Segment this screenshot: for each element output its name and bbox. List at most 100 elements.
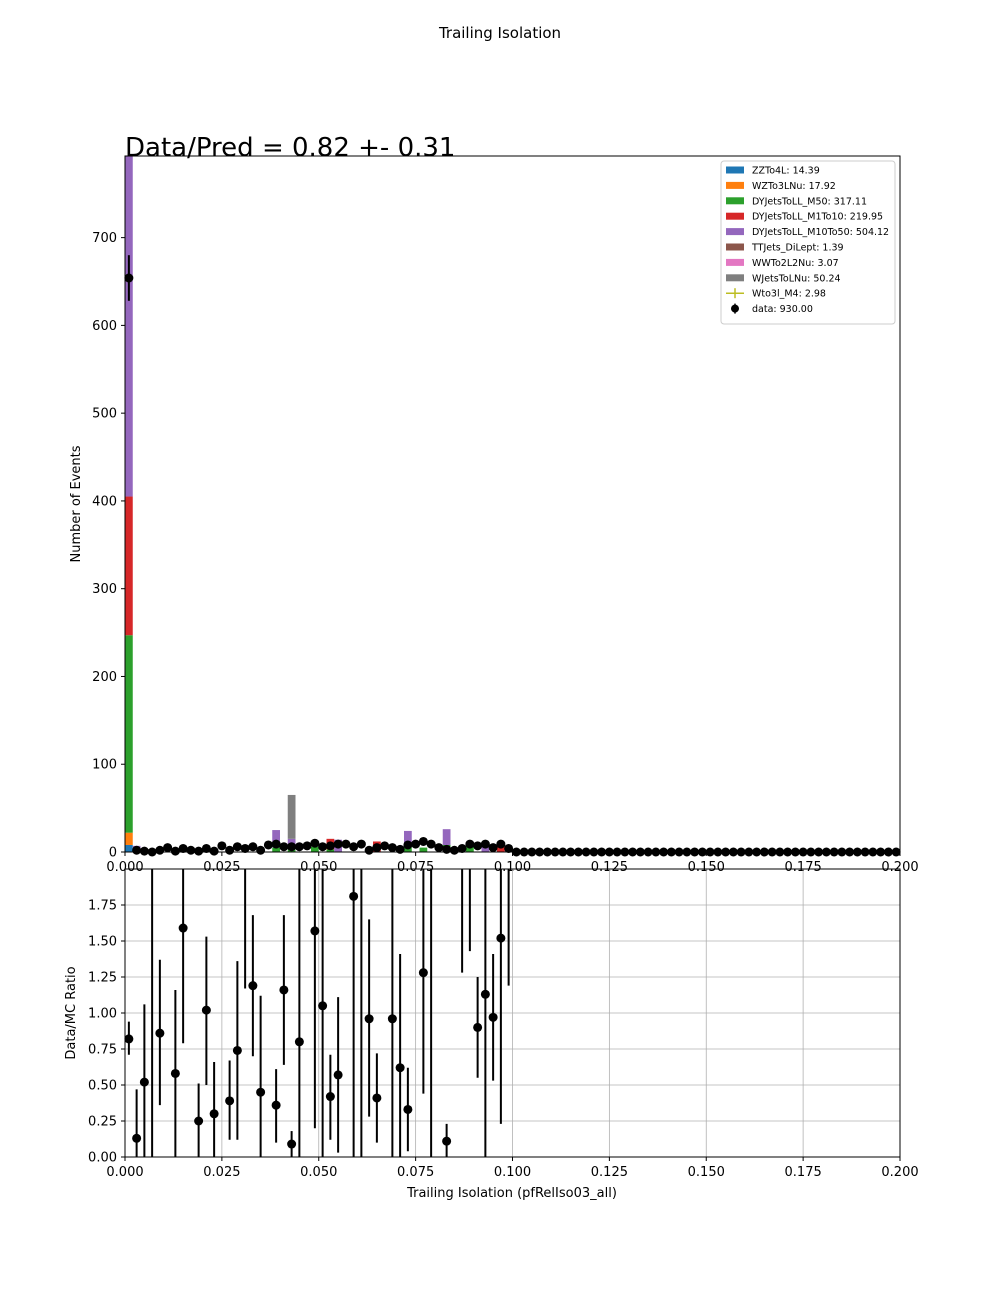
data-point (240, 843, 250, 853)
x-tick-label: 0.100 (494, 860, 531, 875)
ratio-grid (124, 869, 901, 1158)
legend-dot-marker (731, 303, 739, 314)
legend-label: DYJetsToLL_M10To50: 504.12 (752, 227, 889, 238)
x-tick-label: 0.000 (106, 1165, 143, 1180)
legend-label: ZZTo4L: 14.39 (752, 166, 820, 177)
x-tick-label: 0.025 (203, 1165, 240, 1180)
mc-bar-segment (419, 847, 428, 852)
mc-bar-segment (311, 846, 319, 852)
y-tick-label: 100 (92, 758, 117, 773)
mc-bar-segment (272, 830, 280, 848)
data-point (294, 842, 304, 852)
histogram-y-axis-label: Number of Events (69, 445, 84, 562)
ratio-point (248, 981, 258, 991)
legend-swatch (726, 212, 744, 220)
histogram-panel: 0.000 0.025 0.050 0.075 0.100 0.125 0.150 0.175… (69, 155, 919, 875)
ratio-point (225, 1096, 235, 1106)
legend-label: WWTo2L2Nu: 3.07 (752, 258, 839, 269)
data-point (201, 843, 211, 853)
mc-bar-segment (442, 829, 451, 845)
data-pred-title: Data/Pred = 0.82 +- 0.31 (125, 133, 455, 163)
data-point (349, 842, 359, 852)
ratio-point (139, 1077, 149, 1087)
data-point (364, 845, 374, 855)
data-point (310, 838, 320, 848)
data-point (434, 843, 444, 853)
ratio-y-ticks: 0.00 0.25 0.50 0.75 1.00 1.25 1.50 1.75 (88, 899, 125, 1166)
data-point (411, 839, 421, 849)
data-point (132, 845, 142, 855)
ratio-point (232, 1045, 242, 1055)
legend-swatch (726, 258, 744, 266)
data-point (217, 841, 227, 851)
mc-bar-segment (125, 156, 133, 497)
legend-swatch (726, 243, 744, 251)
ratio-point (155, 1028, 165, 1038)
histogram-y-ticks: 0 100 200 300 400 500 600 700 (92, 231, 125, 861)
mc-bar-segment (125, 844, 133, 852)
data-point (442, 844, 452, 854)
y-tick-label: 0.25 (88, 1115, 117, 1130)
ratio-point (201, 1005, 211, 1015)
data-point (403, 840, 413, 850)
ratio-point (364, 1014, 374, 1024)
y-tick-label: 500 (92, 407, 117, 422)
y-tick-label: 1.00 (88, 1007, 117, 1022)
data-point (380, 841, 390, 851)
data-point (457, 843, 467, 853)
x-tick-label: 0.075 (397, 860, 434, 875)
ratio-point (271, 1100, 281, 1110)
data-point (395, 844, 405, 854)
data-points (124, 255, 901, 857)
ratio-point (325, 1092, 335, 1102)
x-tick-label: 0.100 (494, 1165, 531, 1180)
x-tick-label: 0.175 (785, 860, 822, 875)
mc-bar-segment (404, 830, 412, 847)
data-point (279, 842, 289, 852)
ratio-point (403, 1104, 413, 1114)
ratio-point (333, 1070, 343, 1080)
data-point (225, 845, 235, 855)
data-point (387, 843, 397, 853)
ratio-point (178, 923, 188, 933)
legend-swatch (726, 181, 744, 189)
histogram-x-ticks: 0.000 0.025 0.050 0.075 0.100 0.125 0.150 0.175… (106, 852, 919, 875)
data-point (302, 841, 312, 851)
ratio-point (287, 1139, 297, 1149)
y-tick-label: 1.75 (88, 899, 117, 914)
legend-label: TTJets_DiLept: 1.39 (751, 243, 844, 254)
x-tick-label: 0.175 (785, 1165, 822, 1180)
data-point (341, 839, 351, 849)
mc-stack-bars (125, 156, 505, 852)
data-point (263, 840, 273, 850)
ratio-point (442, 1136, 452, 1146)
ratio-point (418, 968, 428, 978)
ratio-point (480, 989, 490, 999)
ratio-point (387, 1014, 397, 1024)
legend-swatch (726, 228, 744, 236)
ratio-point (279, 985, 289, 995)
data-point (356, 839, 366, 849)
x-tick-label: 0.025 (203, 860, 240, 875)
data-point (209, 846, 219, 856)
data-point (480, 839, 490, 849)
x-tick-label: 0.050 (300, 860, 337, 875)
x-tick-label: 0.050 (300, 1165, 337, 1180)
ratio-point (349, 891, 359, 901)
mc-bar-segment (466, 845, 474, 852)
data-point (488, 843, 498, 853)
mc-bar-segment (125, 635, 133, 833)
x-tick-label: 0.125 (591, 1165, 628, 1180)
mc-bar-segment (125, 496, 133, 636)
ratio-x-axis-label: Trailing Isolation (pfRelIso03_all) (406, 1186, 617, 1201)
data-point (496, 839, 506, 849)
y-tick-label: 300 (92, 582, 117, 597)
x-tick-label: 0.075 (397, 1165, 434, 1180)
legend-label: DYJetsToLL_M50: 317.11 (752, 196, 867, 207)
data-point (504, 843, 514, 853)
mc-bar-segment (287, 794, 296, 839)
ratio-points (124, 869, 510, 1157)
data-point (318, 842, 328, 852)
ratio-y-axis-label: Data/MC Ratio (64, 966, 79, 1059)
